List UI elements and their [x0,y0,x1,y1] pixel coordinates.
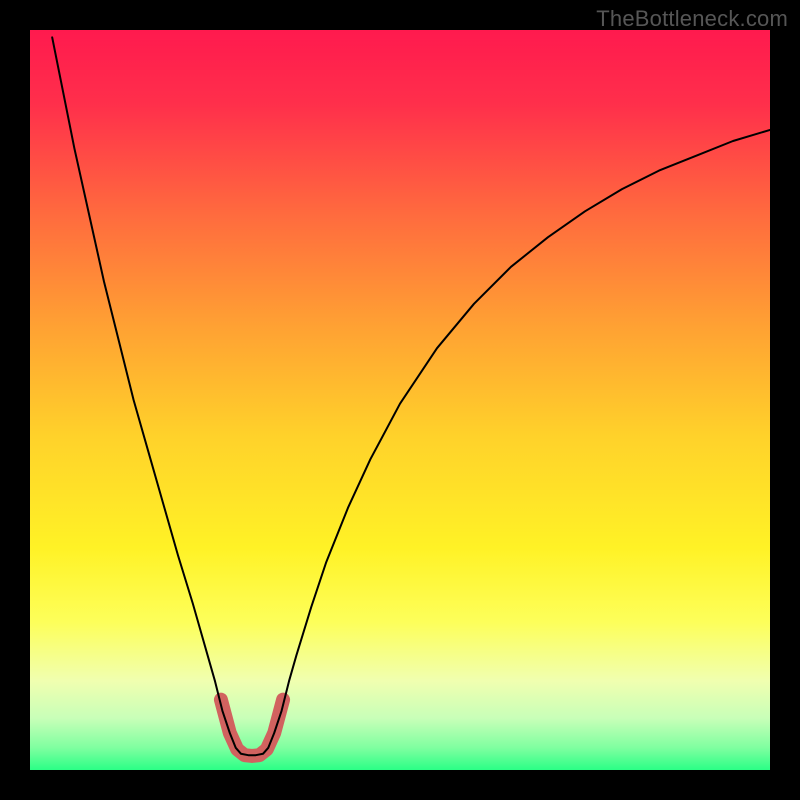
bottleneck-chart [0,0,800,800]
plot-background [30,30,770,770]
watermark-text: TheBottleneck.com [596,6,788,32]
chart-container: TheBottleneck.com [0,0,800,800]
